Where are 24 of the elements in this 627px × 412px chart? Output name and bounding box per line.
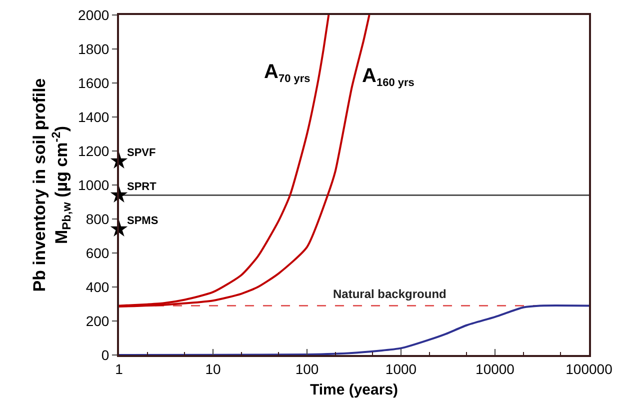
series-label: SPVF [127, 147, 156, 159]
y-tick-label: 1400 [78, 108, 110, 125]
series-label: SPRT [127, 181, 157, 193]
ref-line-label: Natural background [333, 287, 446, 301]
y-tick-label: 1000 [78, 176, 110, 193]
series-label: A$_{70 yrs}$ [264, 61, 310, 86]
y-tick-label: 400 [86, 278, 110, 295]
y-tick-label: 2000 [78, 6, 110, 23]
y-tick-label: 1600 [78, 74, 110, 91]
x-tick-label: 10 [205, 360, 221, 377]
x-tick-label: 1 [115, 360, 124, 377]
x-tick-label: 100000 [566, 360, 613, 377]
y-tick-label: 1800 [78, 40, 110, 57]
x-tick-label: 10000 [476, 360, 515, 377]
series-label: SPMS [127, 215, 158, 227]
y-tick-label: 200 [86, 312, 110, 329]
x-tick-label: 1000 [385, 360, 417, 377]
y-tick-label: 600 [86, 244, 110, 261]
series-label: A$_{160 yrs}$ [362, 65, 414, 90]
x-axis-title: Time (years) [310, 381, 398, 398]
x-tick-label: 100 [295, 360, 319, 377]
y-tick-label: 0 [101, 346, 110, 363]
y-tick-label: 800 [86, 210, 110, 227]
y-tick-label: 1200 [78, 142, 110, 159]
